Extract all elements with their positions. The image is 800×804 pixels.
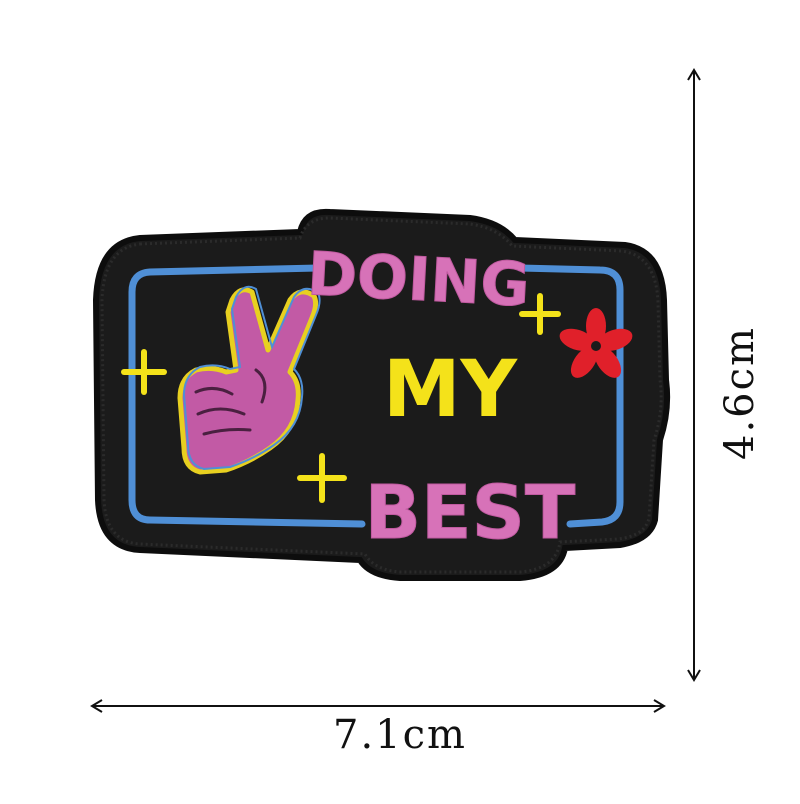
- flower-icon: [559, 308, 633, 378]
- width-label: 7.1cm: [333, 712, 467, 758]
- patch-rim: [100, 216, 663, 574]
- sparkle-icon: [121, 293, 561, 503]
- height-arrow: [687, 68, 701, 682]
- patch-text-best: BEST: [365, 470, 576, 556]
- patch-text-my: MY: [383, 345, 519, 435]
- patch-text-doing: DOING: [306, 239, 532, 321]
- peace-hand-icon: [177, 285, 321, 475]
- width-arrow: [90, 699, 666, 713]
- height-label: 4.6cm: [717, 326, 763, 460]
- blue-border: [128, 264, 624, 528]
